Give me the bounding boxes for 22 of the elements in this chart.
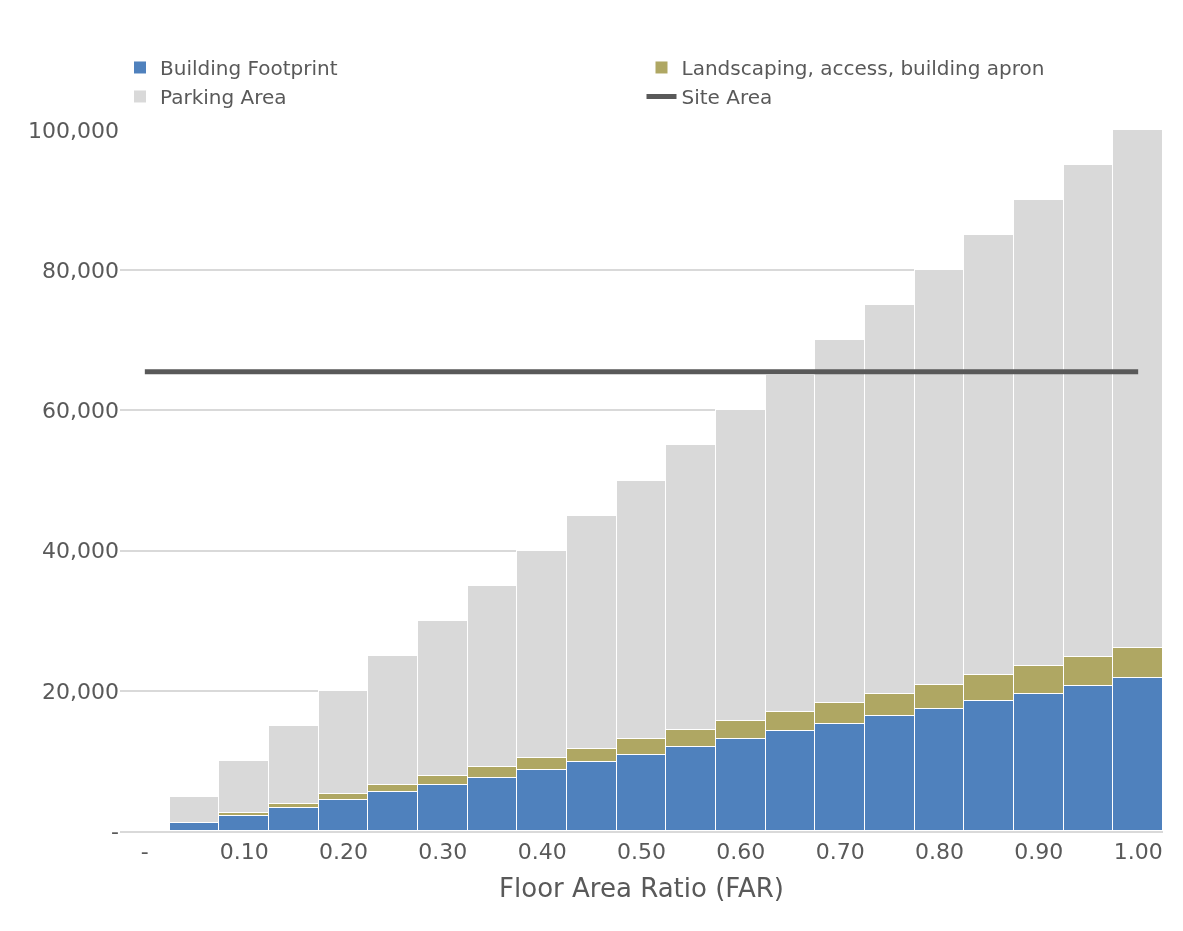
x-tick-label: 0.60 — [716, 839, 766, 865]
x-tick-label: 0.10 — [219, 839, 269, 865]
y-tick-label: 80,000 — [42, 257, 119, 283]
legend-label: Building Footprint — [160, 56, 338, 81]
x-tick-label: 0.70 — [815, 839, 865, 865]
x-axis-title: Floor Area Ratio (FAR) — [499, 872, 784, 903]
x-tick-label: 0.50 — [617, 839, 666, 865]
x-tick-label: 0.80 — [915, 839, 964, 865]
legend-label: Landscaping, access, building apron — [681, 56, 1045, 81]
x-tick-label: - — [140, 839, 149, 865]
y-tick-label: 20,000 — [42, 678, 119, 704]
x-tick-label: 0.40 — [517, 839, 567, 865]
legend-label: Site Area — [681, 85, 773, 110]
legend-label: Parking Area — [160, 85, 287, 110]
y-tick-label: 60,000 — [42, 398, 119, 424]
y-tick-label: 100,000 — [28, 117, 119, 143]
x-tick-label: 0.90 — [1014, 839, 1064, 865]
y-tick-label: - — [111, 818, 119, 844]
y-tick-label: 40,000 — [42, 538, 119, 564]
x-tick-label: 0.30 — [418, 839, 468, 865]
x-tick-label: 1.00 — [1113, 839, 1163, 865]
x-tick-label: 0.20 — [319, 839, 368, 865]
